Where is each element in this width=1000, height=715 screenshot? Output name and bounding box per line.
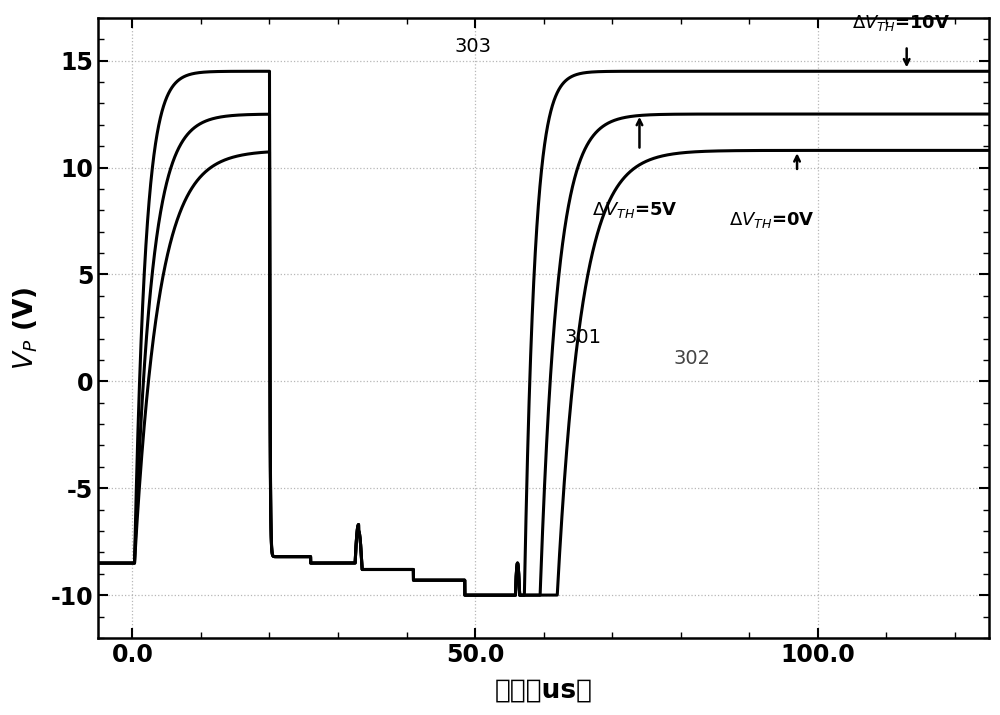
Y-axis label: $V_P$ (V): $V_P$ (V) [11, 286, 40, 370]
Text: $\Delta V_{TH}$=10V: $\Delta V_{TH}$=10V [852, 13, 950, 33]
Text: $\Delta V_{TH}$=5V: $\Delta V_{TH}$=5V [592, 199, 677, 220]
Text: 301: 301 [564, 328, 601, 347]
Text: 303: 303 [454, 37, 491, 56]
Text: 302: 302 [674, 349, 711, 368]
Text: $\Delta V_{TH}$=0V: $\Delta V_{TH}$=0V [729, 210, 814, 230]
X-axis label: 时间（us）: 时间（us） [495, 678, 593, 704]
